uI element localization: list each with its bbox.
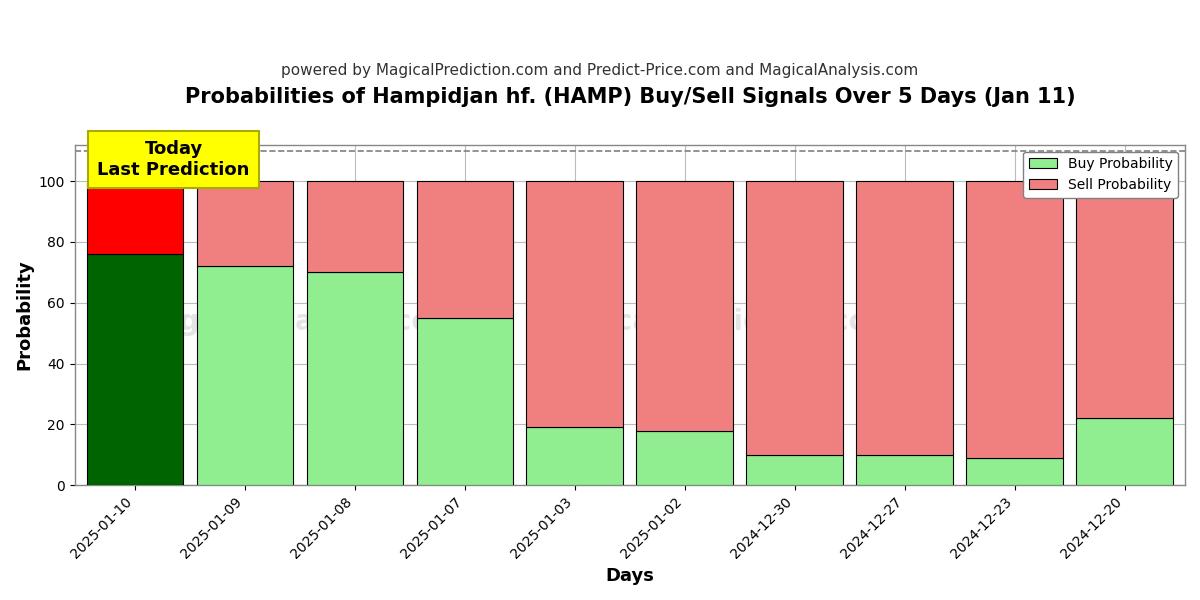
- Text: powered by MagicalPrediction.com and Predict-Price.com and MagicalAnalysis.com: powered by MagicalPrediction.com and Pre…: [281, 63, 919, 78]
- Bar: [307, 181, 403, 272]
- Bar: [636, 181, 733, 431]
- Bar: [86, 254, 184, 485]
- Bar: [197, 266, 294, 485]
- X-axis label: Days: Days: [605, 567, 654, 585]
- Bar: [1076, 181, 1172, 418]
- Bar: [746, 455, 844, 485]
- Bar: [966, 458, 1063, 485]
- Bar: [86, 181, 184, 254]
- Bar: [1076, 418, 1172, 485]
- Bar: [857, 455, 953, 485]
- Bar: [527, 427, 623, 485]
- Bar: [746, 181, 844, 455]
- Bar: [416, 181, 514, 318]
- Bar: [307, 272, 403, 485]
- Y-axis label: Probability: Probability: [16, 260, 34, 370]
- Title: Probabilities of Hampidjan hf. (HAMP) Buy/Sell Signals Over 5 Days (Jan 11): Probabilities of Hampidjan hf. (HAMP) Bu…: [185, 87, 1075, 107]
- Bar: [197, 181, 294, 266]
- Bar: [636, 431, 733, 485]
- Legend: Buy Probability, Sell Probability: Buy Probability, Sell Probability: [1024, 152, 1178, 197]
- Bar: [416, 318, 514, 485]
- Bar: [857, 181, 953, 455]
- Bar: [527, 181, 623, 427]
- Text: MagicalPrediction.com: MagicalPrediction.com: [540, 308, 896, 336]
- Text: Today
Last Prediction: Today Last Prediction: [97, 140, 250, 179]
- Text: MagicalAnalysis.com: MagicalAnalysis.com: [133, 308, 460, 336]
- Bar: [966, 181, 1063, 458]
